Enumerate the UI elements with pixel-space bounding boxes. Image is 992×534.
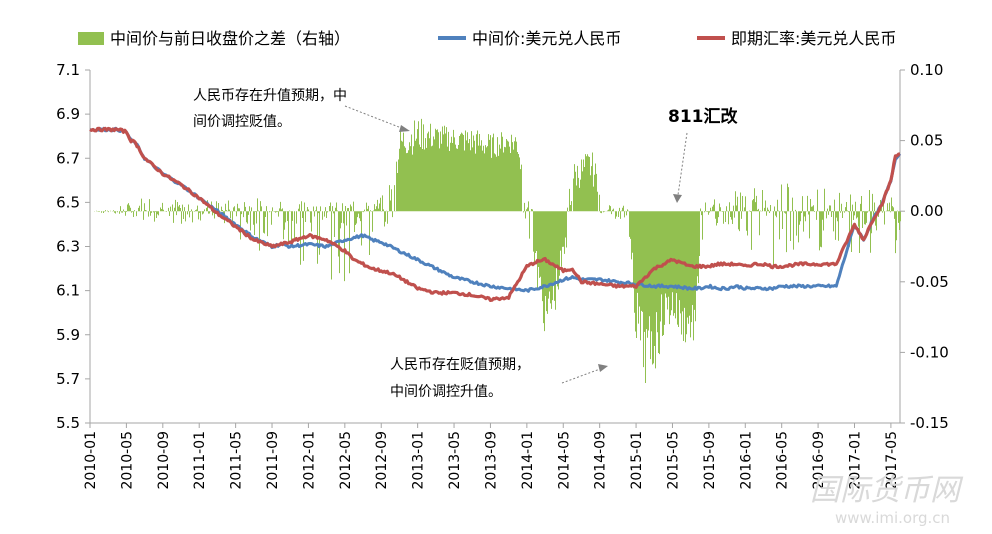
right-tick-label: -0.15 (910, 414, 949, 432)
x-tick-label: 2015-01 (629, 431, 645, 490)
annotation-811-arrow (677, 132, 688, 196)
right-axis-ticks: 0.10 0.05 0.00 -0.05 -0.10 -0.15 (900, 61, 949, 432)
x-tick-label: 2013-09 (483, 431, 499, 490)
x-tick-label: 2012-05 (338, 431, 354, 490)
annotation-appreciation-line2: 间价调控贬值。 (193, 114, 291, 130)
annotation-depreciation-arrow (561, 368, 601, 384)
x-tick-label: 2016-05 (775, 431, 791, 490)
annotation-811: 811汇改 (668, 106, 738, 203)
right-tick-label: -0.10 (910, 343, 949, 361)
watermark-logo: 国际货币网 (810, 473, 964, 508)
x-tick-label: 2012-01 (301, 431, 317, 490)
legend-label-spot: 即期汇率:美元兑人民币 (731, 29, 896, 48)
bars-diff (91, 118, 901, 384)
series-lines (89, 126, 902, 302)
x-tick-label: 2016-01 (738, 431, 754, 490)
annotation-depreciation-line1: 人民币存在贬值预期， (390, 357, 530, 373)
watermark-url: www.imi.org.cn (835, 509, 950, 527)
right-tick-label: 0.05 (910, 132, 943, 150)
left-tick-label: 6.1 (56, 282, 80, 300)
x-tick-label: 2014-05 (556, 431, 572, 490)
legend-label-diff: 中间价与前日收盘价之差（右轴） (110, 29, 350, 48)
left-tick-label: 6.7 (56, 149, 80, 167)
left-tick-label: 7.1 (56, 61, 80, 79)
x-tick-label: 2014-01 (520, 431, 536, 490)
x-tick-label: 2015-05 (665, 431, 681, 490)
x-tick-label: 2013-05 (447, 431, 463, 490)
right-tick-label: -0.05 (910, 273, 949, 291)
left-tick-label: 5.9 (56, 326, 80, 344)
legend-swatch-diff (78, 32, 104, 45)
annotation-811-arrowhead (673, 194, 682, 203)
annotation-appreciation: 人民币存在升值预期，中 间价调控贬值。 (193, 88, 410, 132)
right-tick-label: 0.00 (910, 202, 943, 220)
annotation-appreciation-line1: 人民币存在升值预期，中 (193, 88, 347, 104)
x-axis-ticks: 2010-01 2010-05 2010-09 2011-01 2011-05 2011-… (83, 423, 900, 490)
x-tick-label: 2011-01 (192, 431, 208, 490)
right-tick-label: 0.10 (910, 61, 943, 79)
left-tick-label: 5.5 (56, 414, 80, 432)
spot-rate-line (89, 126, 901, 302)
watermark: 国际货币网 www.imi.org.cn (810, 473, 964, 527)
annotation-appreciation-arrow (344, 105, 405, 130)
annotation-811-label: 811汇改 (668, 106, 738, 127)
x-tick-label: 2013-01 (411, 431, 427, 490)
legend-label-central: 中间价:美元兑人民币 (472, 29, 621, 48)
left-tick-label: 6.5 (56, 193, 80, 211)
left-tick-label: 6.9 (56, 105, 80, 123)
legend: 中间价与前日收盘价之差（右轴） 中间价:美元兑人民币 即期汇率:美元兑人民币 (78, 29, 896, 48)
x-tick-label: 2017-01 (847, 431, 863, 490)
x-tick-label: 2010-05 (119, 431, 135, 490)
x-tick-label: 2017-05 (884, 431, 900, 490)
x-tick-label: 2015-09 (702, 431, 718, 490)
left-tick-label: 5.7 (56, 370, 80, 388)
annotation-depreciation: 人民币存在贬值预期， 中间价调控升值。 (390, 357, 608, 400)
x-tick-label: 2010-09 (156, 431, 172, 490)
x-tick-label: 2014-09 (593, 431, 609, 490)
x-tick-label: 2010-01 (83, 431, 99, 490)
annotation-depreciation-line2: 中间价调控升值。 (390, 384, 502, 400)
annotation-depreciation-arrowhead (598, 364, 608, 372)
x-tick-label: 2011-09 (265, 431, 281, 490)
x-tick-label: 2016-09 (811, 431, 827, 490)
left-tick-label: 6.3 (56, 238, 80, 256)
x-tick-label: 2012-09 (374, 431, 390, 490)
annotation-appreciation-arrowhead (399, 125, 410, 132)
left-axis-ticks: 7.1 6.9 6.7 6.5 6.3 6.1 5.9 5.7 5.5 (56, 61, 90, 432)
x-tick-label: 2011-05 (229, 431, 245, 490)
